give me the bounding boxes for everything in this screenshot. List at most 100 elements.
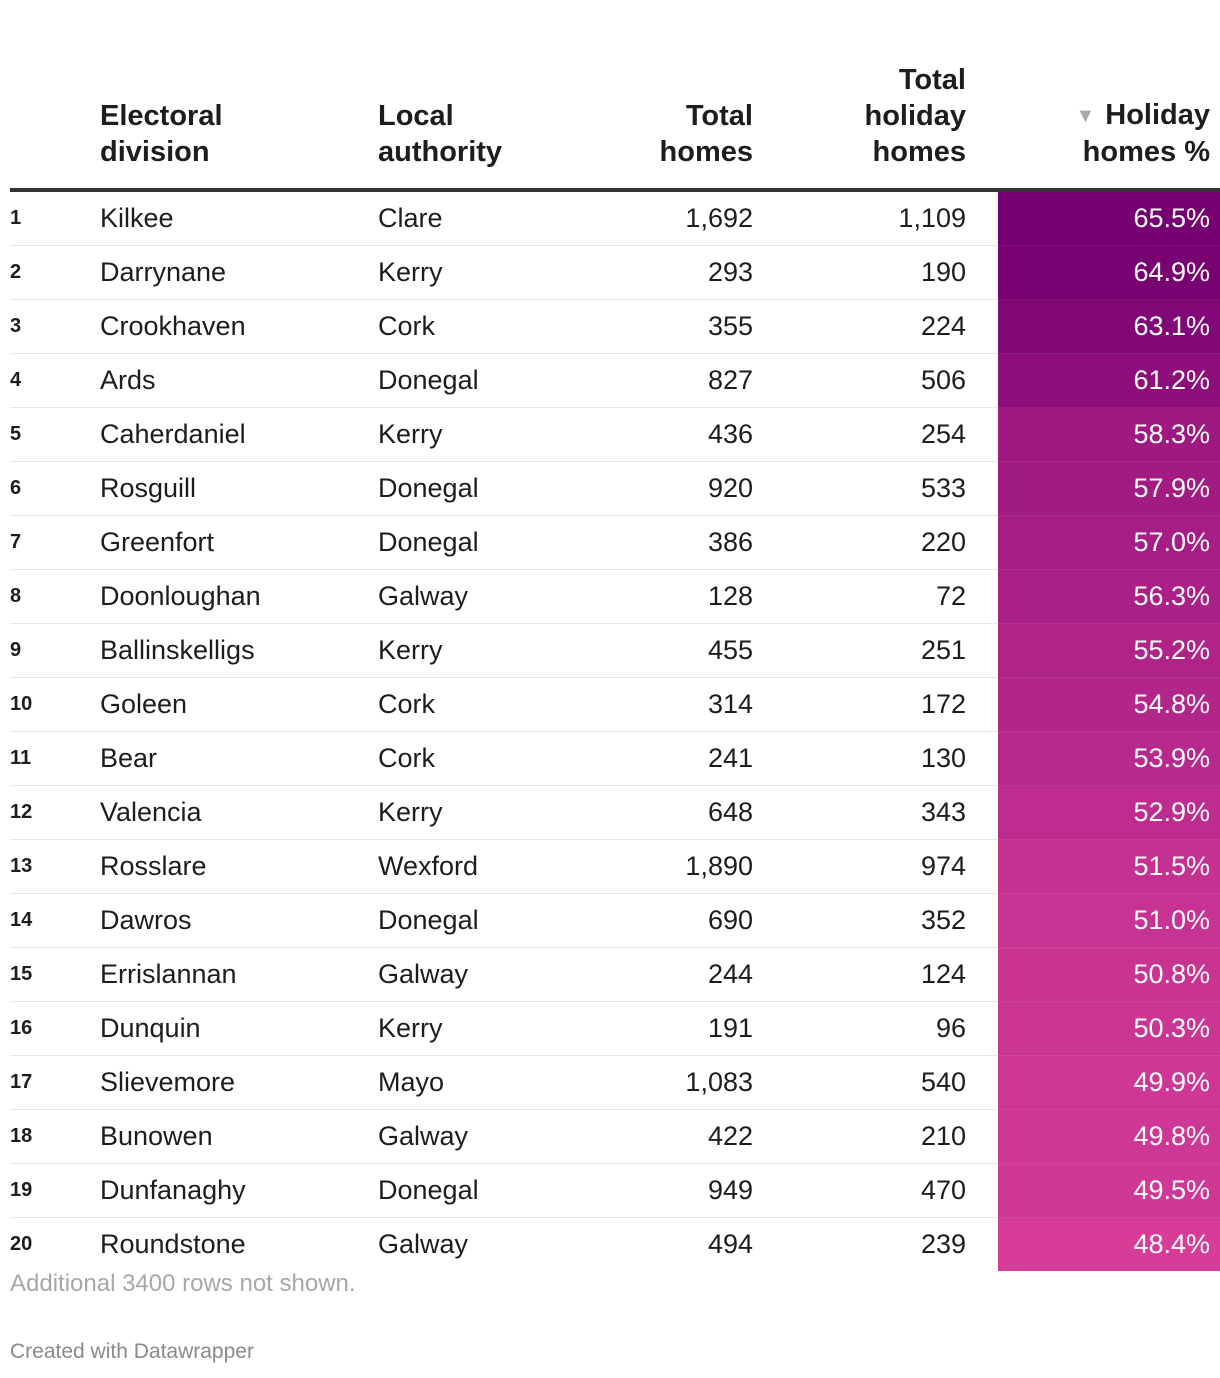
- cell-total-holiday-homes: 72: [753, 569, 998, 624]
- cell-total-holiday-homes: 124: [753, 947, 998, 1002]
- table-row: 13 Rosslare Wexford 1,890 974 51.5%: [10, 839, 1220, 894]
- cell-total-homes: 355: [568, 299, 753, 354]
- cell-rank: 5: [10, 407, 100, 462]
- cell-local-authority: Kerry: [378, 245, 568, 300]
- header-local-authority[interactable]: Local authority: [378, 0, 568, 192]
- cell-total-homes: 1,890: [568, 839, 753, 894]
- cell-holiday-homes-pct: 49.8%: [998, 1109, 1220, 1164]
- cell-total-homes: 690: [568, 893, 753, 948]
- cell-electoral-division: Dawros: [100, 893, 378, 948]
- cell-holiday-homes-pct: 61.2%: [998, 353, 1220, 408]
- cell-rank: 9: [10, 623, 100, 678]
- cell-total-holiday-homes: 130: [753, 731, 998, 786]
- cell-local-authority: Donegal: [378, 1163, 568, 1218]
- cell-rank: 7: [10, 515, 100, 570]
- table-row: 4 Ards Donegal 827 506 61.2%: [10, 353, 1220, 408]
- cell-total-homes: 920: [568, 461, 753, 516]
- table-row: 10 Goleen Cork 314 172 54.8%: [10, 677, 1220, 732]
- cell-total-homes: 244: [568, 947, 753, 1002]
- table-row: 6 Rosguill Donegal 920 533 57.9%: [10, 461, 1220, 516]
- cell-total-holiday-homes: 540: [753, 1055, 998, 1110]
- cell-holiday-homes-pct: 57.9%: [998, 461, 1220, 516]
- cell-holiday-homes-pct: 56.3%: [998, 569, 1220, 624]
- header-electoral-division-line-2: division: [100, 136, 210, 168]
- header-local-authority-line-1: Local: [378, 100, 454, 132]
- cell-local-authority: Kerry: [378, 785, 568, 840]
- cell-total-homes: 949: [568, 1163, 753, 1218]
- cell-rank: 1: [10, 190, 100, 246]
- header-electoral-division[interactable]: Electoral division: [100, 0, 378, 192]
- cell-holiday-homes-pct: 58.3%: [998, 407, 1220, 462]
- header-total-holiday-homes[interactable]: Total holiday homes: [753, 0, 998, 192]
- cell-local-authority: Donegal: [378, 515, 568, 570]
- header-holiday-homes-pct[interactable]: ▼ Holiday homes %: [998, 0, 1220, 192]
- cell-electoral-division: Ballinskelligs: [100, 623, 378, 678]
- cell-local-authority: Clare: [378, 190, 568, 246]
- table-row: 18 Bunowen Galway 422 210 49.8%: [10, 1109, 1220, 1164]
- cell-electoral-division: Kilkee: [100, 190, 378, 246]
- cell-total-holiday-homes: 96: [753, 1001, 998, 1056]
- cell-total-holiday-homes: 254: [753, 407, 998, 462]
- cell-rank: 16: [10, 1001, 100, 1056]
- cell-holiday-homes-pct: 49.5%: [998, 1163, 1220, 1218]
- cell-rank: 11: [10, 731, 100, 786]
- header-row: Electoral division Local authority Total…: [10, 0, 1220, 192]
- cell-local-authority: Galway: [378, 947, 568, 1002]
- cell-total-homes: 241: [568, 731, 753, 786]
- table-row: 1 Kilkee Clare 1,692 1,109 65.5%: [10, 190, 1220, 246]
- cell-total-homes: 191: [568, 1001, 753, 1056]
- cell-total-homes: 314: [568, 677, 753, 732]
- cell-electoral-division: Goleen: [100, 677, 378, 732]
- cell-electoral-division: Rosslare: [100, 839, 378, 894]
- cell-rank: 10: [10, 677, 100, 732]
- cell-rank: 2: [10, 245, 100, 300]
- header-total-homes[interactable]: Total homes: [568, 0, 753, 192]
- header-total-homes-line-1: Total: [685, 100, 753, 132]
- rows-not-shown-note: Additional 3400 rows not shown.: [10, 1270, 356, 1297]
- header-total-holiday-homes-line-2: holiday: [864, 100, 966, 132]
- cell-total-holiday-homes: 224: [753, 299, 998, 354]
- header-holiday-homes-pct-line-2: homes %: [1082, 136, 1210, 168]
- cell-rank: 19: [10, 1163, 100, 1218]
- cell-total-homes: 648: [568, 785, 753, 840]
- cell-rank: 12: [10, 785, 100, 840]
- cell-electoral-division: Valencia: [100, 785, 378, 840]
- header-electoral-division-line-1: Electoral: [100, 100, 223, 132]
- cell-total-holiday-homes: 1,109: [753, 190, 998, 246]
- cell-total-homes: 436: [568, 407, 753, 462]
- header-local-authority-line-2: authority: [378, 136, 503, 168]
- cell-electoral-division: Roundstone: [100, 1229, 246, 1259]
- cell-holiday-homes-pct: 64.9%: [998, 245, 1220, 300]
- cell-holiday-homes-pct: 48.4%: [998, 1217, 1220, 1271]
- cell-rank: 8: [10, 569, 100, 624]
- cell-electoral-division: Caherdaniel: [100, 407, 378, 462]
- cell-total-holiday-homes: 352: [753, 893, 998, 948]
- sort-descending-icon: ▼: [1075, 105, 1096, 127]
- cell-local-authority: Donegal: [378, 461, 568, 516]
- cell-total-holiday-homes: 190: [753, 245, 998, 300]
- cell-total-homes: 422: [568, 1109, 753, 1164]
- cell-total-holiday-homes: 533: [753, 461, 998, 516]
- cell-local-authority: Galway: [378, 1229, 469, 1259]
- cell-holiday-homes-pct: 63.1%: [998, 299, 1220, 354]
- datawrapper-credit: Created with Datawrapper: [10, 1340, 254, 1363]
- cell-electoral-division: Crookhaven: [100, 299, 378, 354]
- header-holiday-homes-pct-line-1: Holiday: [1105, 99, 1210, 131]
- cell-total-homes: 1,083: [568, 1055, 753, 1110]
- cell-total-homes: 827: [568, 353, 753, 408]
- cell-total-holiday-homes: 343: [753, 785, 998, 840]
- cell-local-authority: Cork: [378, 677, 568, 732]
- cell-electoral-division: Bunowen: [100, 1109, 378, 1164]
- cell-rank: 18: [10, 1109, 100, 1164]
- cell-local-authority: Kerry: [378, 407, 568, 462]
- table-row: 14 Dawros Donegal 690 352 51.0%: [10, 893, 1220, 948]
- cell-electoral-division: Dunquin: [100, 1001, 378, 1056]
- cell-local-authority: Donegal: [378, 893, 568, 948]
- cell-total-holiday-homes: 172: [753, 677, 998, 732]
- cell-electoral-division: Doonloughan: [100, 569, 378, 624]
- cell-electoral-division: Slievemore: [100, 1055, 378, 1110]
- cell-holiday-homes-pct: 50.8%: [998, 947, 1220, 1002]
- cell-total-homes: 293: [568, 245, 753, 300]
- cell-holiday-homes-pct: 51.0%: [998, 893, 1220, 948]
- cell-rank: 17: [10, 1055, 100, 1110]
